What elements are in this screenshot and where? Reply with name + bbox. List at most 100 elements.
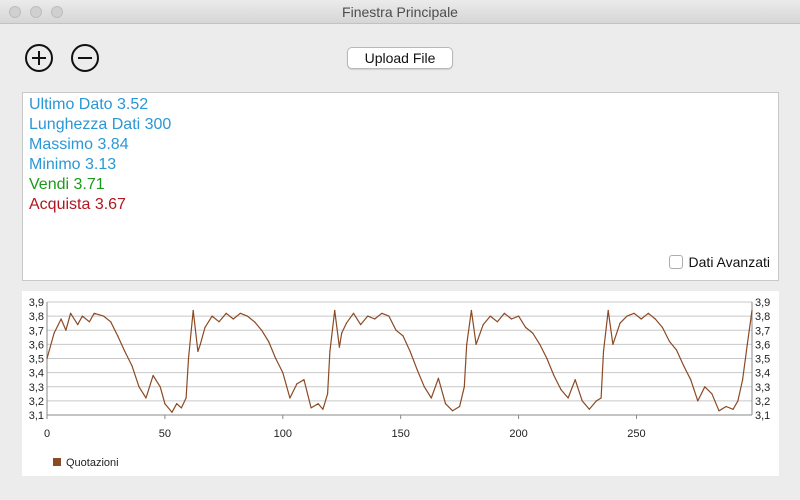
- advanced-data-toggle[interactable]: Dati Avanzati: [668, 254, 770, 270]
- data-point: [341, 332, 343, 334]
- data-point: [525, 326, 527, 328]
- data-point: [718, 410, 720, 412]
- data-point: [176, 403, 178, 405]
- data-point: [626, 315, 628, 317]
- data-point: [402, 335, 404, 337]
- legend-label: Quotazioni: [66, 457, 119, 469]
- data-point: [482, 324, 484, 326]
- data-point: [199, 343, 201, 345]
- data-point: [588, 408, 590, 410]
- data-point: [697, 400, 699, 402]
- data-point: [704, 386, 706, 388]
- minimize-window-button[interactable]: [30, 6, 42, 18]
- data-point: [423, 386, 425, 388]
- data-point: [180, 407, 182, 409]
- advanced-data-label: Dati Avanzati: [688, 254, 770, 270]
- y-tick-label-right: 3,9: [755, 297, 770, 309]
- window-title: Finestra Principale: [342, 4, 458, 20]
- data-point: [261, 329, 263, 331]
- data-point: [185, 397, 187, 399]
- data-point: [430, 397, 432, 399]
- data-point: [732, 408, 734, 410]
- data-point: [60, 318, 62, 320]
- data-point: [737, 400, 739, 402]
- close-window-button[interactable]: [9, 6, 21, 18]
- data-point: [452, 410, 454, 412]
- zoom-in-button[interactable]: [24, 43, 54, 73]
- data-point: [444, 403, 447, 405]
- data-point: [539, 343, 541, 345]
- data-point: [53, 332, 55, 334]
- data-point: [110, 321, 112, 323]
- y-tick-label-right: 3,8: [755, 311, 770, 323]
- data-point: [751, 309, 753, 312]
- data-point: [88, 321, 90, 323]
- x-tick-label: 250: [627, 428, 645, 440]
- data-point: [81, 315, 83, 317]
- data-point: [303, 379, 305, 381]
- data-point: [77, 324, 79, 326]
- data-point: [282, 372, 284, 374]
- data-point: [275, 357, 277, 360]
- buy-text: Acquista 3.67: [29, 196, 126, 213]
- upload-file-button[interactable]: Upload File: [347, 47, 453, 69]
- y-tick-label-right: 3,1: [755, 410, 770, 422]
- x-tick-label: 50: [159, 428, 171, 440]
- data-point: [567, 397, 569, 399]
- data-point: [409, 350, 411, 352]
- data-point: [683, 365, 685, 367]
- data-point: [470, 309, 472, 312]
- data-point: [211, 315, 213, 317]
- minimum-text: Minimo 3.13: [29, 156, 117, 173]
- data-point: [204, 326, 206, 328]
- legend-swatch: [53, 458, 61, 466]
- info-panel: Ultimo Dato 3.52 Lunghezza Dati 300 Mass…: [22, 92, 779, 281]
- data-point: [334, 309, 336, 312]
- data-point: [395, 329, 397, 331]
- data-point: [489, 315, 491, 317]
- data-point: [152, 374, 154, 377]
- data-point: [103, 315, 105, 317]
- data-point: [329, 350, 331, 352]
- data-point: [532, 332, 534, 334]
- data-point: [218, 321, 220, 323]
- data-point: [595, 400, 598, 402]
- y-tick-label-right: 3,4: [755, 368, 770, 380]
- data-point: [310, 407, 312, 409]
- data-point: [322, 408, 324, 410]
- x-tick-label: 100: [274, 428, 292, 440]
- data-length-text: Lunghezza Dati 300: [29, 116, 172, 133]
- data-point: [171, 411, 173, 413]
- data-point: [560, 389, 562, 391]
- advanced-data-checkbox[interactable]: [668, 255, 683, 269]
- data-point: [437, 377, 439, 379]
- data-point: [93, 312, 95, 314]
- minus-circle-icon: [71, 44, 99, 72]
- data-point: [289, 397, 291, 399]
- data-point: [661, 326, 664, 328]
- y-tick-label-right: 3,2: [755, 396, 770, 408]
- y-tick-label-left: 3,8: [29, 311, 44, 323]
- y-tick-label-right: 3,3: [755, 382, 770, 394]
- data-point: [742, 379, 744, 381]
- data-point: [352, 312, 355, 314]
- data-point: [70, 312, 72, 314]
- x-tick-label: 200: [509, 428, 527, 440]
- data-point: [633, 312, 635, 314]
- title-bar: Finestra Principale: [0, 0, 800, 24]
- y-tick-label-left: 3,1: [29, 410, 44, 422]
- data-point: [640, 318, 642, 320]
- y-tick-label-right: 3,6: [755, 339, 770, 351]
- data-point: [690, 379, 692, 381]
- data-point: [510, 318, 513, 320]
- data-point: [574, 379, 576, 381]
- zoom-out-button[interactable]: [70, 43, 100, 73]
- y-tick-label-left: 3,6: [29, 339, 44, 351]
- data-point: [746, 343, 748, 345]
- y-tick-label-left: 3,3: [29, 382, 44, 394]
- data-point: [388, 315, 390, 317]
- data-point: [360, 324, 362, 326]
- price-chart: 3,1 3,1 3,2 3,2 3,3 3,3 3,4 3,4 3,5 3,5 3,6 3,6 3,7 3…: [22, 291, 779, 476]
- zoom-window-button[interactable]: [51, 6, 63, 18]
- data-point: [187, 357, 190, 360]
